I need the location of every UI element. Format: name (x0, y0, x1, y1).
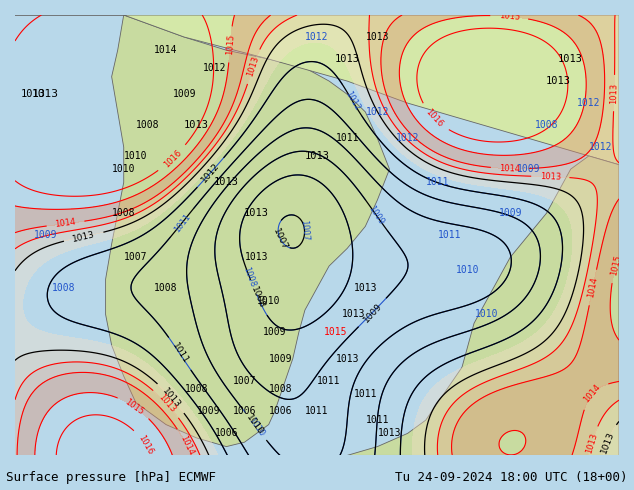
Text: 1013: 1013 (599, 430, 616, 455)
Text: 1016: 1016 (136, 434, 155, 457)
Text: 1013: 1013 (72, 230, 96, 244)
Text: 1009: 1009 (34, 230, 57, 240)
Text: 1012: 1012 (589, 142, 612, 152)
Text: 1009: 1009 (172, 89, 196, 99)
Text: 1013: 1013 (184, 120, 209, 130)
Text: 1010: 1010 (456, 266, 480, 275)
Text: 1013: 1013 (160, 386, 183, 410)
Text: 1013: 1013 (335, 353, 359, 364)
Polygon shape (347, 156, 619, 455)
Text: 1008: 1008 (51, 283, 75, 293)
Text: 1014: 1014 (582, 383, 603, 404)
Text: 1009: 1009 (367, 204, 386, 226)
Text: 1013: 1013 (609, 82, 619, 104)
Text: 1014: 1014 (500, 164, 521, 173)
Polygon shape (106, 15, 389, 446)
Text: 1008: 1008 (534, 120, 559, 130)
Text: 1013: 1013 (214, 177, 239, 187)
Text: 1013: 1013 (245, 252, 268, 262)
Text: 1010: 1010 (112, 164, 136, 174)
Text: 1013: 1013 (366, 32, 389, 42)
Text: 1016: 1016 (424, 107, 444, 129)
Text: 1008: 1008 (250, 286, 267, 310)
Text: 1012: 1012 (200, 161, 221, 184)
Text: 1014: 1014 (586, 276, 599, 298)
Text: 1011: 1011 (170, 342, 190, 366)
Text: 1015: 1015 (225, 34, 236, 55)
Text: 1009: 1009 (361, 301, 384, 324)
Text: 1011: 1011 (318, 375, 341, 386)
Text: 1008: 1008 (154, 283, 178, 293)
Text: Surface pressure [hPa] ECMWF: Surface pressure [hPa] ECMWF (6, 471, 216, 484)
Text: 1011: 1011 (172, 212, 192, 234)
Text: 1012: 1012 (577, 98, 600, 108)
Text: 1012: 1012 (305, 32, 329, 42)
Text: 1007: 1007 (271, 226, 289, 251)
Text: 1013: 1013 (244, 208, 269, 218)
Text: 1008: 1008 (112, 208, 136, 218)
Text: Tu 24-09-2024 18:00 UTC (18+00): Tu 24-09-2024 18:00 UTC (18+00) (395, 471, 628, 484)
Text: 1009: 1009 (197, 406, 220, 416)
Text: 1015: 1015 (609, 254, 623, 277)
Text: 1006: 1006 (269, 406, 292, 416)
Text: 1011: 1011 (305, 406, 329, 416)
Text: 1013: 1013 (584, 432, 599, 455)
Text: 1011: 1011 (366, 415, 389, 425)
Polygon shape (15, 15, 619, 165)
Text: 1015: 1015 (123, 397, 145, 416)
Text: 1013: 1013 (156, 393, 177, 415)
Text: 1014: 1014 (178, 434, 195, 457)
Text: 1010: 1010 (257, 296, 280, 306)
Text: 1011: 1011 (335, 133, 359, 143)
Text: 1013: 1013 (245, 55, 261, 78)
Text: 1009: 1009 (517, 164, 540, 174)
Text: 1012: 1012 (396, 133, 419, 143)
Text: 1008: 1008 (269, 384, 292, 394)
Text: 1007: 1007 (233, 375, 256, 386)
Text: 1013: 1013 (21, 89, 46, 99)
Text: 1007: 1007 (299, 219, 310, 241)
Text: 1013: 1013 (378, 428, 401, 439)
Text: 1013: 1013 (342, 310, 365, 319)
Text: 1012: 1012 (366, 107, 389, 117)
Text: 1009: 1009 (263, 327, 287, 337)
Text: 1013: 1013 (304, 151, 330, 161)
Text: 1013: 1013 (558, 54, 583, 64)
Text: 1013: 1013 (335, 54, 359, 64)
Text: 1011: 1011 (354, 389, 377, 399)
Text: 1014: 1014 (55, 218, 77, 229)
Text: 1014: 1014 (154, 45, 178, 55)
Text: 1007: 1007 (124, 252, 148, 262)
Text: 1013: 1013 (32, 89, 59, 99)
Text: 1009: 1009 (498, 208, 522, 218)
Text: 1011: 1011 (438, 230, 462, 240)
Text: 1011: 1011 (426, 177, 450, 187)
Text: 1010: 1010 (124, 151, 148, 161)
Text: 1006: 1006 (233, 406, 256, 416)
Text: 1015: 1015 (498, 11, 520, 22)
Text: 1008: 1008 (184, 384, 208, 394)
Text: 1012: 1012 (203, 63, 226, 73)
Text: 1008: 1008 (136, 120, 160, 130)
Text: 1010: 1010 (474, 310, 498, 319)
Text: 1006: 1006 (215, 428, 238, 439)
Text: 1016: 1016 (162, 147, 183, 169)
Text: 1008: 1008 (242, 266, 257, 289)
Text: 1013: 1013 (540, 172, 561, 182)
Text: 1012: 1012 (343, 89, 361, 112)
Text: 1010: 1010 (244, 413, 265, 437)
Text: 1013: 1013 (354, 283, 377, 293)
Text: 1009: 1009 (269, 353, 292, 364)
Text: 1013: 1013 (546, 76, 571, 86)
Text: 1015: 1015 (323, 327, 347, 337)
Text: 1010: 1010 (247, 416, 266, 439)
